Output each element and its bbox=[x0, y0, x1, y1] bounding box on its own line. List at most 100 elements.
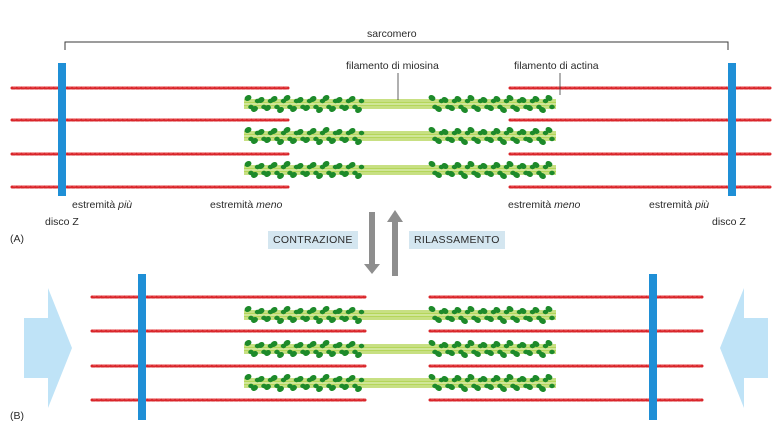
left-push-arrow bbox=[24, 288, 72, 408]
myosin-head bbox=[467, 373, 475, 381]
myosin-head bbox=[539, 172, 546, 180]
panel-b-contracted bbox=[90, 274, 704, 420]
myosin-head bbox=[342, 170, 349, 178]
myosin-head bbox=[277, 351, 284, 359]
myosin-head bbox=[296, 162, 304, 170]
myosin-head bbox=[309, 340, 317, 348]
myosin-head bbox=[309, 306, 317, 314]
myosin-head bbox=[257, 96, 265, 104]
myosin-head bbox=[309, 374, 317, 382]
myosin-head bbox=[264, 383, 271, 391]
actin-filament bbox=[90, 295, 367, 299]
myosin-head bbox=[487, 349, 494, 357]
myosin-head bbox=[493, 127, 501, 135]
myosin-head bbox=[257, 162, 265, 170]
myosin-head bbox=[335, 162, 343, 170]
actin-filament bbox=[508, 86, 772, 90]
plus-end-label-right: estremità più bbox=[649, 199, 709, 211]
myosin-head bbox=[539, 385, 546, 393]
myosin-head bbox=[316, 172, 323, 180]
minus-end-word: meno bbox=[554, 199, 581, 211]
z-disc bbox=[728, 63, 736, 196]
myosin-filament-label: filamento di miosina bbox=[346, 60, 439, 72]
myosin-head bbox=[448, 170, 455, 178]
myosin-head bbox=[461, 317, 468, 325]
myosin-head bbox=[467, 126, 475, 134]
myosin-head bbox=[277, 172, 284, 180]
myosin-head bbox=[428, 94, 436, 102]
myosin-head bbox=[545, 339, 553, 347]
myosin-head bbox=[322, 373, 330, 381]
relaxation-label: RILASSAMENTO bbox=[409, 231, 505, 249]
myosin-filament bbox=[244, 160, 556, 180]
myosin-head bbox=[474, 350, 481, 358]
myosin-head bbox=[290, 137, 297, 145]
myosin-head bbox=[355, 106, 362, 114]
myosin-head bbox=[277, 385, 284, 393]
myosin-head bbox=[526, 315, 533, 323]
myosin-head bbox=[467, 160, 475, 168]
myosin-head bbox=[355, 172, 362, 180]
myosin-head bbox=[532, 306, 540, 314]
myosin-head bbox=[549, 136, 555, 142]
myosin-head bbox=[358, 343, 365, 349]
myosin-head bbox=[244, 126, 252, 134]
myosin-head bbox=[506, 94, 514, 102]
myosin-head bbox=[513, 171, 520, 179]
myosin-head bbox=[506, 373, 514, 381]
myosin-head bbox=[329, 171, 336, 179]
myosin-head bbox=[454, 374, 462, 382]
myosin-head bbox=[539, 138, 546, 146]
myosin-head bbox=[335, 96, 343, 104]
myosin-filament bbox=[244, 339, 556, 359]
myosin-head bbox=[342, 349, 349, 357]
actin-filament bbox=[90, 329, 367, 333]
minus-end-word: meno bbox=[256, 199, 283, 211]
myosin-head bbox=[441, 375, 449, 383]
myosin-filament bbox=[244, 94, 556, 114]
myosin-head bbox=[545, 160, 553, 168]
myosin-head bbox=[532, 374, 540, 382]
plus-end-word: più bbox=[118, 199, 133, 211]
myosin-head bbox=[532, 340, 540, 348]
myosin-head bbox=[290, 384, 297, 392]
myosin-head bbox=[474, 316, 481, 324]
myosin-head bbox=[355, 317, 362, 325]
myosin-head bbox=[545, 373, 553, 381]
myosin-head bbox=[480, 96, 488, 104]
myosin-head bbox=[435, 137, 442, 145]
myosin-head bbox=[435, 350, 442, 358]
myosin-head bbox=[549, 315, 555, 321]
myosin-head bbox=[277, 138, 284, 146]
actin-filament bbox=[508, 152, 772, 156]
myosin-head bbox=[342, 315, 349, 323]
myosin-head bbox=[303, 104, 310, 112]
myosin-head bbox=[303, 136, 310, 144]
myosin-head bbox=[251, 171, 258, 179]
myosin-head bbox=[335, 375, 343, 383]
myosin-head bbox=[244, 160, 252, 168]
myosin-head bbox=[303, 170, 310, 178]
myosin-head bbox=[358, 164, 365, 170]
myosin-head bbox=[257, 307, 265, 315]
myosin-head bbox=[500, 172, 507, 180]
myosin-head bbox=[526, 170, 533, 178]
myosin-head bbox=[513, 384, 520, 392]
myosin-head bbox=[296, 341, 304, 349]
myosin-head bbox=[283, 305, 291, 313]
myosin-head bbox=[283, 94, 291, 102]
myosin-head bbox=[545, 126, 553, 134]
myosin-head bbox=[303, 349, 310, 357]
myosin-head bbox=[461, 138, 468, 146]
myosin-head bbox=[500, 385, 507, 393]
myosin-head bbox=[435, 316, 442, 324]
myosin-head bbox=[480, 307, 488, 315]
myosin-head bbox=[309, 95, 317, 103]
myosin-head bbox=[549, 104, 555, 110]
myosin-head bbox=[329, 384, 336, 392]
myosin-head bbox=[335, 128, 343, 136]
myosin-head bbox=[519, 307, 527, 315]
myosin-head bbox=[448, 136, 455, 144]
myosin-head bbox=[448, 349, 455, 357]
myosin-head bbox=[480, 341, 488, 349]
